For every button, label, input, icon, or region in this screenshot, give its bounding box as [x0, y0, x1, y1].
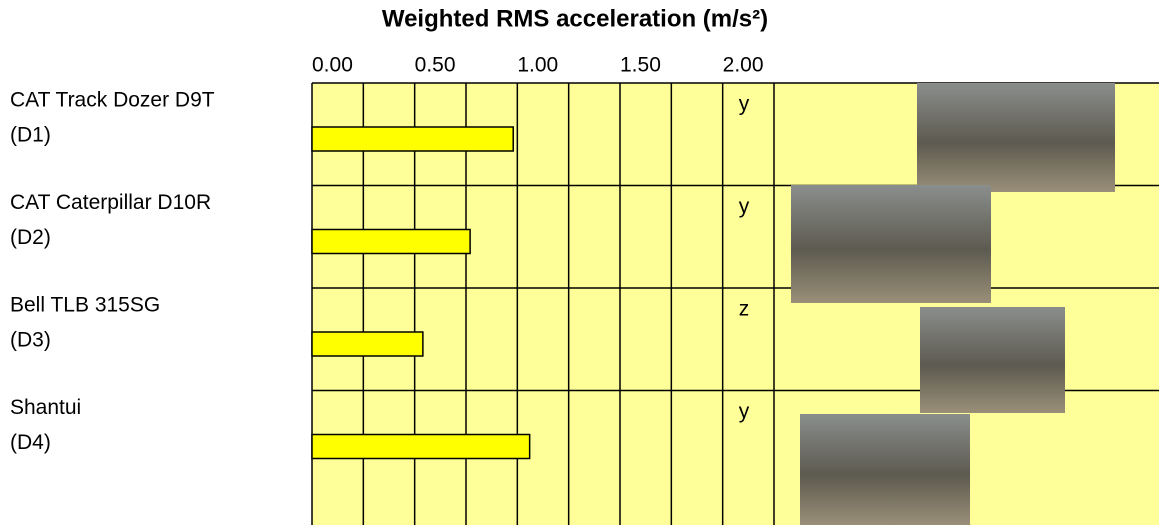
bar: [311, 228, 471, 255]
category-label: Shantui: [10, 396, 81, 419]
category-label: (D1): [10, 124, 51, 147]
photo: [791, 185, 991, 303]
chart-title: Weighted RMS acceleration (m/s²): [382, 5, 768, 32]
axis-direction: y: [739, 93, 750, 116]
category-label: CAT Track Dozer D9T: [10, 89, 215, 112]
category-label: (D3): [10, 329, 51, 352]
bar: [311, 433, 531, 460]
category-label: Bell TLB 315SG: [10, 294, 160, 317]
photo: [917, 83, 1115, 192]
axis-direction: z: [739, 298, 750, 321]
bar: [311, 331, 424, 357]
x-tick-label: 0.50: [415, 54, 456, 77]
x-tick-label: 1.50: [620, 54, 661, 77]
bar: [311, 126, 514, 152]
axis-direction: y: [739, 400, 750, 423]
category-label: (D4): [10, 431, 51, 454]
photo: [920, 307, 1065, 413]
category-label: (D2): [10, 226, 51, 249]
axis-direction: y: [739, 195, 750, 218]
x-tick-label: 2.00: [723, 54, 764, 77]
x-tick-label: 0.00: [312, 54, 353, 77]
x-tick-label: 1.00: [517, 54, 558, 77]
photo: [800, 414, 970, 525]
category-label: CAT Caterpillar D10R: [10, 191, 211, 214]
